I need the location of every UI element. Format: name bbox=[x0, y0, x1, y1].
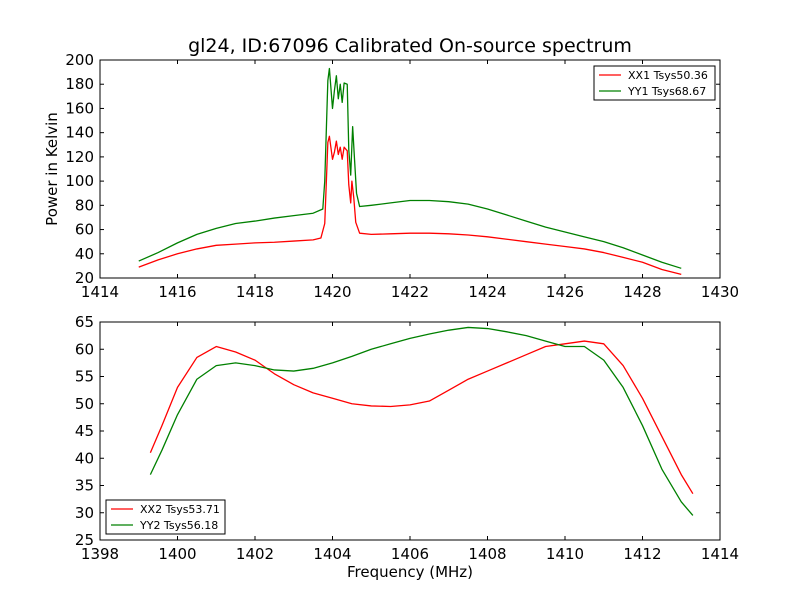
chart-title: gl24, ID:67096 Calibrated On-source spec… bbox=[188, 35, 632, 57]
y-tick-label: 30 bbox=[75, 504, 94, 522]
x-tick-label: 1404 bbox=[313, 545, 351, 563]
legend: XX1 Tsys50.36 YY1 Tsys68.67 bbox=[593, 65, 716, 101]
x-tick-label: 1398 bbox=[81, 545, 119, 563]
x-tick-label: 1408 bbox=[468, 545, 506, 563]
y-tick-label: 45 bbox=[75, 422, 94, 440]
top-spectrum-panel: 1414 1416 1418 1420 1422 1424 1426 1428 1430 20 40… bbox=[43, 35, 739, 301]
series-line-1 bbox=[149, 340, 694, 495]
legend: XX2 Tsys53.71 YY2 Tsys56.18 bbox=[105, 499, 226, 535]
bottom-spectrum-panel: 1398 1400 1402 1404 1406 1408 1410 1412 1414 25 30… bbox=[75, 313, 739, 581]
y-tick-label: 20 bbox=[75, 269, 94, 287]
y-tick-label: 60 bbox=[75, 340, 94, 358]
x-tick-label: 1410 bbox=[546, 545, 584, 563]
x-tick-label: 1400 bbox=[158, 545, 196, 563]
series-line-2 bbox=[149, 326, 694, 516]
y-tick-label: 50 bbox=[75, 395, 94, 413]
legend-label-2: YY2 Tsys56.18 bbox=[139, 519, 218, 532]
y-tick-label: 55 bbox=[75, 368, 94, 386]
x-tick-label: 1428 bbox=[623, 283, 661, 301]
legend-label-1: XX1 Tsys50.36 bbox=[628, 69, 708, 82]
x-tick-label: 1420 bbox=[313, 283, 351, 301]
y-tick-label: 25 bbox=[75, 531, 94, 549]
x-tick-label: 1412 bbox=[623, 545, 661, 563]
y-tick-label: 35 bbox=[75, 477, 94, 495]
x-tick-label: 1416 bbox=[158, 283, 196, 301]
y-tick-label: 140 bbox=[65, 124, 94, 142]
y-tick-label: 100 bbox=[65, 172, 94, 190]
y-axis-label: Power in Kelvin bbox=[43, 112, 61, 226]
y-tick-label: 160 bbox=[65, 99, 94, 117]
legend-label-2: YY1 Tsys68.67 bbox=[627, 85, 706, 98]
x-tick-label: 1430 bbox=[701, 283, 739, 301]
legend-box bbox=[105, 499, 226, 535]
y-tick-label: 40 bbox=[75, 449, 94, 467]
x-tick-label: 1406 bbox=[391, 545, 429, 563]
legend-label-1: XX2 Tsys53.71 bbox=[140, 503, 220, 516]
x-tick-label: 1422 bbox=[391, 283, 429, 301]
y-tick-label: 180 bbox=[65, 75, 94, 93]
x-tick-label: 1402 bbox=[236, 545, 274, 563]
y-tick-label: 65 bbox=[75, 313, 94, 331]
legend-box bbox=[593, 65, 716, 101]
series-line-2 bbox=[138, 67, 682, 269]
y-tick-label: 200 bbox=[65, 51, 94, 69]
x-axis-label: Frequency (MHz) bbox=[347, 563, 473, 581]
x-tick-label: 1414 bbox=[701, 545, 739, 563]
y-tick-label: 60 bbox=[75, 221, 94, 239]
y-tick-label: 40 bbox=[75, 245, 94, 263]
series-line-1 bbox=[138, 135, 682, 276]
x-tick-label: 1418 bbox=[236, 283, 274, 301]
x-tick-label: 1424 bbox=[468, 283, 506, 301]
y-tick-label: 80 bbox=[75, 196, 94, 214]
y-tick-label: 120 bbox=[65, 148, 94, 166]
x-tick-label: 1414 bbox=[81, 283, 119, 301]
x-tick-label: 1426 bbox=[546, 283, 584, 301]
